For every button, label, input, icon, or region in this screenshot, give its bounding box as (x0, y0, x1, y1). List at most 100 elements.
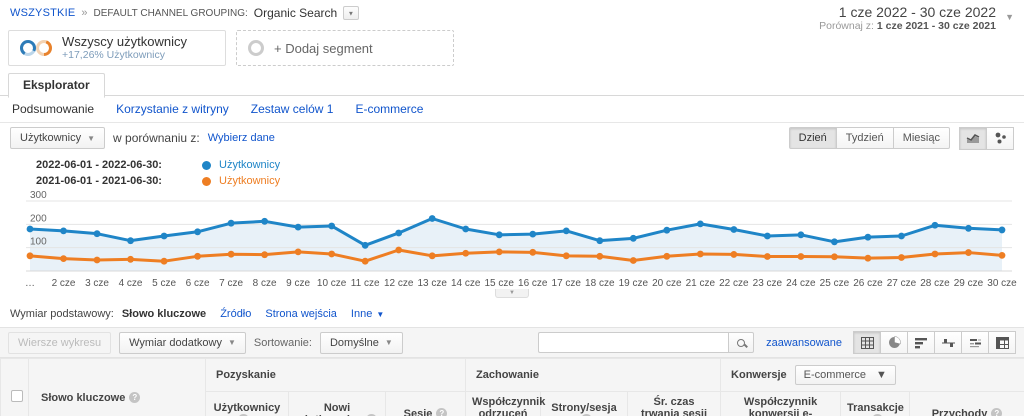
table-view-group (853, 331, 1016, 354)
view-comparison-button[interactable] (934, 331, 962, 354)
dimension-source[interactable]: Źródło (220, 308, 252, 320)
col-header-transactions[interactable]: Transakcje? (840, 391, 911, 416)
metric-select-value: Użytkownicy (20, 132, 82, 144)
vs-label: w porównaniu z: (113, 131, 200, 145)
chevron-down-icon: ▼ (876, 369, 887, 381)
segments-row: Wszyscy użytkownicy +17,26% Użytkownicy … (0, 26, 1024, 70)
sort-select[interactable]: Domyślne ▼ (319, 331, 403, 354)
behavior-label: Zachowanie (476, 369, 539, 381)
channel-grouping-dropdown[interactable]: ▼ (343, 6, 360, 20)
date-range-primary: 1 cze 2022 - 30 cze 2022 (838, 4, 996, 20)
help-icon[interactable]: ? (436, 408, 448, 416)
col-header-sessions[interactable]: Sesje? (384, 391, 467, 416)
chart-rows-button: Wiersze wykresu (8, 331, 112, 354)
svg-text:9 cze: 9 cze (286, 278, 310, 289)
view-pivot-button[interactable] (988, 331, 1016, 354)
date-range-selector[interactable]: 1 cze 2022 - 30 cze 2022 Porównaj z: 1 c… (819, 4, 996, 32)
top-bar: WSZYSTKIE » DEFAULT CHANNEL GROUPING: Or… (0, 0, 1024, 32)
keywords-table: Słowo kluczowe? Pozyskanie Zachowanie Ko… (0, 358, 1024, 416)
pages-session-label: Strony/sesja (551, 402, 617, 414)
keyword-header-label: Słowo kluczowe (41, 391, 126, 404)
granularity-group: Dzień Tydzień Miesiąc (788, 127, 950, 149)
view-data-table-button[interactable] (853, 331, 881, 354)
svg-text:15 cze: 15 cze (485, 278, 515, 289)
subnav-ecommerce[interactable]: E-commerce (355, 102, 424, 116)
legend-metric-2022: Użytkownicy (219, 159, 281, 171)
metric-select[interactable]: Użytkownicy ▼ (10, 127, 106, 149)
dimension-landing-page[interactable]: Strona wejścia (265, 308, 337, 320)
search-input[interactable] (538, 332, 729, 353)
report-subnav: Podsumowanie Korzystanie z witryny Zesta… (0, 96, 1024, 123)
secondary-dimension-label: Wymiar dodatkowy (129, 336, 222, 349)
keyword-column-header[interactable]: Słowo kluczowe? (28, 358, 206, 416)
bounce-rate-label: Współczynnik odrzuceń (472, 396, 546, 416)
svg-text:4 cze: 4 cze (119, 278, 143, 289)
granularity-week[interactable]: Tydzień (835, 127, 894, 149)
breadcrumb-separator: » (81, 7, 88, 19)
date-range-chevron-icon[interactable]: ▼ (1005, 12, 1014, 22)
term-cloud-icon (969, 338, 981, 347)
breadcrumb-all-link[interactable]: WSZYSTKIE (10, 7, 76, 19)
dimension-more[interactable]: Inne ▼ (351, 308, 384, 320)
col-header-bounce-rate[interactable]: Współczynnik odrzuceń? (465, 391, 545, 416)
select-data-link[interactable]: Wybierz dane (207, 132, 275, 144)
sessions-label: Sesje (403, 408, 433, 416)
motion-chart-mode-button[interactable] (986, 126, 1014, 150)
svg-text:17 cze: 17 cze (552, 278, 582, 289)
primary-dimension-label: Wymiar podstawowy: (10, 308, 114, 320)
advanced-link[interactable]: zaawansowane (766, 336, 842, 349)
motion-chart-icon (995, 132, 1006, 144)
avg-duration-label: Śr. czas trwania sesji (641, 396, 708, 416)
chevron-down-icon: ▼ (227, 338, 236, 347)
date-range-compare: Porównaj z: 1 cze 2021 - 30 cze 2021 (819, 20, 996, 32)
subnav-site-usage[interactable]: Korzystanie z witryny (116, 102, 229, 116)
col-header-new-users[interactable]: Nowi użytkownicy? (288, 391, 386, 416)
sort-desc-icon: ↓ (255, 414, 261, 416)
line-chart-mode-button[interactable] (959, 126, 987, 150)
tab-explorer[interactable]: Eksplorator (8, 73, 105, 98)
subnav-summary[interactable]: Podsumowanie (12, 102, 95, 116)
chart-collapse-handle[interactable]: ▼ (495, 289, 529, 298)
svg-text:20 cze: 20 cze (652, 278, 682, 289)
view-percentage-button[interactable] (880, 331, 908, 354)
secondary-dimension-button[interactable]: Wymiar dodatkowy ▼ (119, 331, 246, 354)
svg-text:2 cze: 2 cze (52, 278, 76, 289)
dimension-keyword[interactable]: Słowo kluczowe (121, 308, 207, 320)
comparison-icon (941, 338, 955, 347)
conversions-label: Konwersje (731, 369, 787, 381)
view-term-cloud-button[interactable] (961, 331, 989, 354)
segment-delta: +17,26% Użytkownicy (62, 48, 166, 61)
col-header-avg-duration[interactable]: Śr. czas trwania sesji? (627, 391, 722, 416)
view-performance-button[interactable] (907, 331, 935, 354)
granularity-day[interactable]: Dzień (788, 127, 837, 149)
legend-row-2021: 2021-06-01 - 2021-06-30: Użytkownicy (36, 173, 1024, 189)
chart-collapse-area: ▼ (0, 289, 1024, 301)
select-all-checkbox[interactable] (11, 390, 23, 402)
data-table-icon (860, 336, 874, 349)
svg-text:11 cze: 11 cze (351, 278, 380, 289)
help-icon[interactable]: ? (991, 408, 1003, 416)
subnav-goal-set[interactable]: Zestaw celów 1 (250, 102, 334, 116)
col-header-ecommerce-conversion[interactable]: Współczynnik konwersji e-commerce? (720, 391, 842, 416)
search-icon (737, 338, 746, 347)
col-header-revenue[interactable]: Przychody? (909, 391, 1024, 416)
svg-text:13 cze: 13 cze (417, 278, 447, 289)
svg-text:24 cze: 24 cze (786, 278, 816, 289)
granularity-month[interactable]: Miesiąc (892, 127, 950, 149)
add-segment-button[interactable]: + Dodaj segment (236, 30, 454, 66)
segment-all-users[interactable]: Wszyscy użytkownicy +17,26% Użytkownicy (8, 30, 226, 66)
metric-toolbar: Użytkownicy ▼ w porównaniu z: Wybierz da… (0, 123, 1024, 153)
breadcrumb-group-value: Organic Search (253, 6, 338, 20)
legend-metric-2021: Użytkownicy (219, 175, 281, 187)
table-toolbar: Wiersze wykresu Wymiar dodatkowy ▼ Sorto… (0, 327, 1024, 358)
svg-text:21 cze: 21 cze (686, 278, 716, 289)
conversions-type-select[interactable]: E-commerce ▼ (794, 365, 896, 385)
group-header-conversions: Konwersje E-commerce ▼ (720, 358, 1024, 392)
help-icon[interactable]: ? (129, 391, 141, 403)
chevron-down-icon: ▼ (87, 133, 96, 143)
svg-text:16 cze: 16 cze (518, 278, 548, 289)
timeseries-chart[interactable]: 100 200 300 … 2 cze 3 cze 4 cze 5 cze 6 cze 7 cze… (0, 187, 1024, 291)
col-header-users[interactable]: Użytkownicy?↓ (205, 391, 289, 416)
col-header-pages-session[interactable]: Strony/sesja? (540, 391, 629, 416)
search-button[interactable] (728, 332, 755, 353)
